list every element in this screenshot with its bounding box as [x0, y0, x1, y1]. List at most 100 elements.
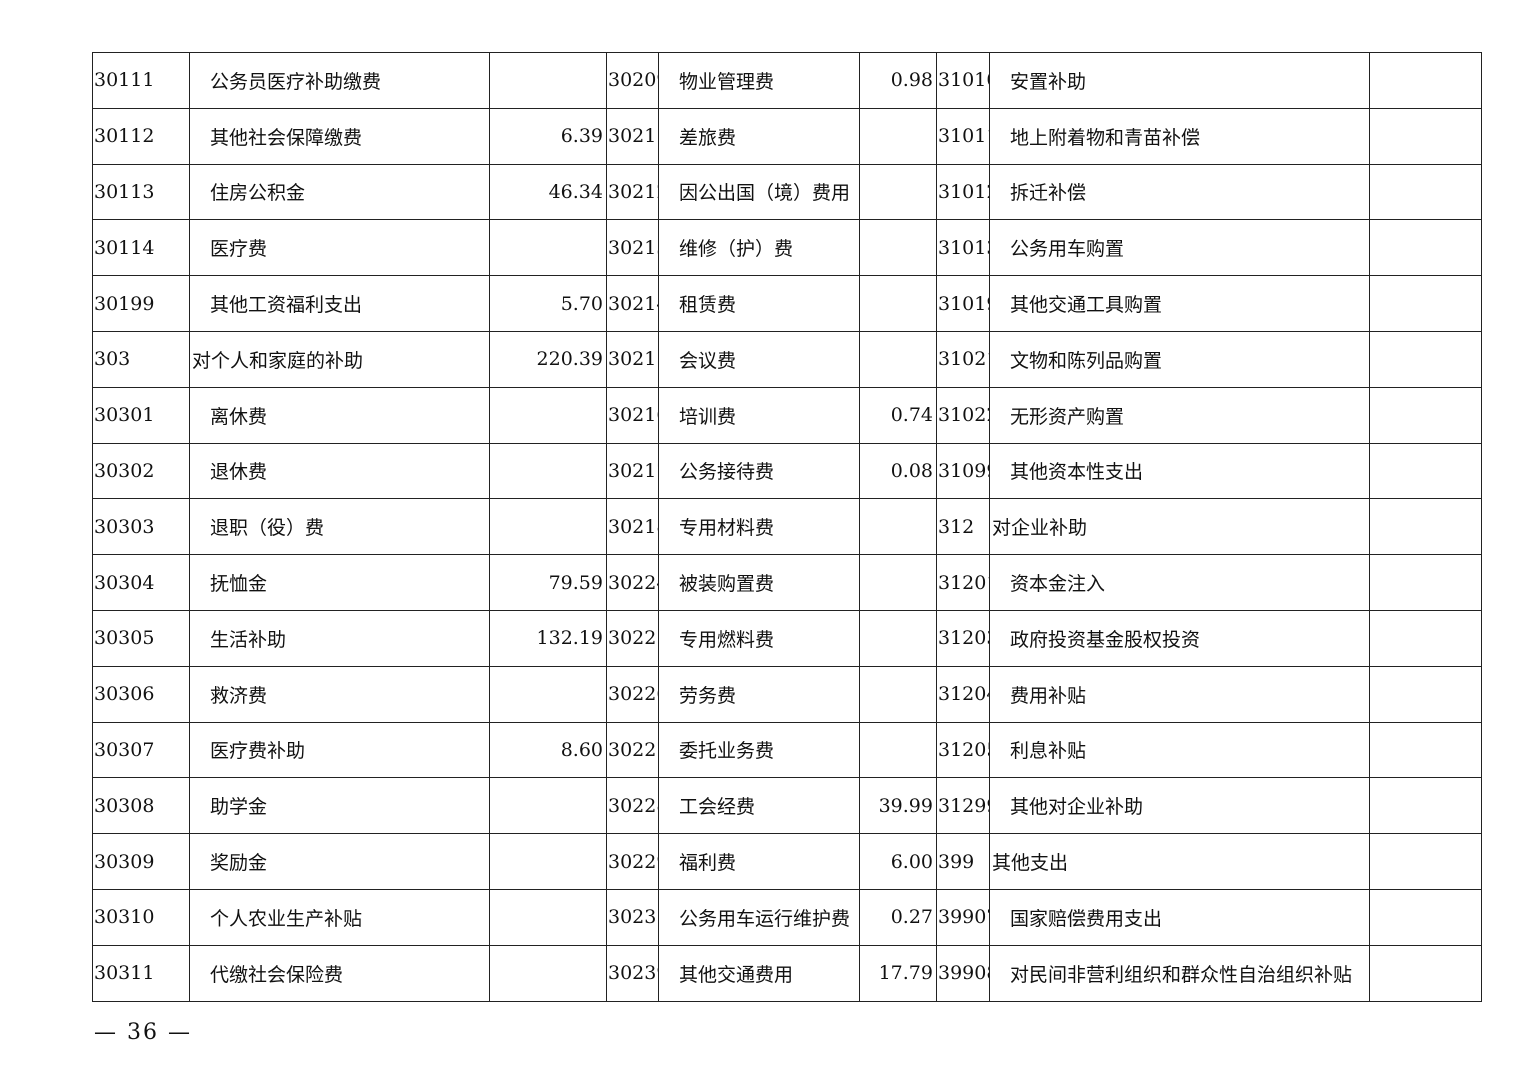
cell-code: 30216	[606, 386, 659, 444]
cell-num	[489, 777, 607, 835]
cell-code: 39908	[936, 944, 990, 1002]
cell-name: 被装购置费	[658, 554, 860, 611]
cell-code: 303	[92, 330, 190, 388]
cell-name: 公务用车运行维护费	[658, 888, 860, 946]
cell-name: 利息补贴	[989, 721, 1370, 779]
cell-num	[489, 665, 607, 723]
table-body: 30111公务员医疗补助缴费30209物业管理费0.9831010安置补助301…	[92, 52, 1482, 1002]
cell-name: 对民间非营利组织和群众性自治组织补贴	[989, 944, 1370, 1002]
cell-num	[1369, 665, 1482, 723]
cell-name: 住房公积金	[189, 163, 490, 221]
cell-code: 30311	[92, 944, 190, 1002]
cell-code: 30308	[92, 777, 190, 835]
cell-code: 30209	[606, 52, 659, 109]
cell-code: 30224	[606, 554, 659, 611]
cell-name: 会议费	[658, 330, 860, 388]
cell-num	[859, 721, 937, 779]
cell-name: 其他社会保障缴费	[189, 107, 490, 165]
cell-name: 安置补助	[989, 52, 1370, 109]
cell-code: 399	[936, 833, 990, 890]
cell-name: 医疗费补助	[189, 721, 490, 779]
cell-code: 30218	[606, 498, 659, 556]
cell-code: 30309	[92, 833, 190, 890]
cell-num	[489, 442, 607, 500]
cell-num	[1369, 275, 1482, 332]
cell-num: 0.27	[859, 888, 937, 946]
cell-num	[1369, 888, 1482, 946]
cell-name: 对个人和家庭的补助	[189, 330, 490, 388]
cell-code: 30227	[606, 721, 659, 779]
cell-num: 17.79	[859, 944, 937, 1002]
cell-num: 132.19	[489, 609, 607, 667]
cell-num	[1369, 777, 1482, 835]
cell-num	[1369, 944, 1482, 1002]
cell-name: 国家赔偿费用支出	[989, 888, 1370, 946]
cell-name: 委托业务费	[658, 721, 860, 779]
cell-name: 救济费	[189, 665, 490, 723]
cell-num: 220.39	[489, 330, 607, 388]
cell-num: 6.00	[859, 833, 937, 890]
cell-num	[1369, 609, 1482, 667]
cell-name: 代缴社会保险费	[189, 944, 490, 1002]
cell-code: 30307	[92, 721, 190, 779]
cell-code: 30229	[606, 833, 659, 890]
cell-name: 抚恤金	[189, 554, 490, 611]
cell-num	[1369, 833, 1482, 890]
cell-num: 39.99	[859, 777, 937, 835]
cell-name: 奖励金	[189, 833, 490, 890]
cell-name: 劳务费	[658, 665, 860, 723]
cell-num: 5.70	[489, 275, 607, 332]
cell-num	[859, 498, 937, 556]
cell-name: 其他支出	[989, 833, 1370, 890]
cell-name: 公务用车购置	[989, 219, 1370, 277]
cell-name: 公务接待费	[658, 442, 860, 500]
cell-code: 30215	[606, 330, 659, 388]
cell-code: 30114	[92, 219, 190, 277]
cell-num	[859, 219, 937, 277]
page-number: — 36 —	[94, 1020, 192, 1045]
cell-code: 30304	[92, 554, 190, 611]
cell-name: 个人农业生产补贴	[189, 888, 490, 946]
cell-num	[489, 386, 607, 444]
cell-code: 31022	[936, 386, 990, 444]
cell-name: 政府投资基金股权投资	[989, 609, 1370, 667]
expenditure-table: 30111公务员医疗补助缴费30209物业管理费0.9831010安置补助301…	[92, 52, 1482, 1002]
cell-name: 离休费	[189, 386, 490, 444]
cell-code: 30228	[606, 777, 659, 835]
cell-code: 31021	[936, 330, 990, 388]
cell-code: 31012	[936, 163, 990, 221]
cell-code: 30226	[606, 665, 659, 723]
cell-name: 培训费	[658, 386, 860, 444]
cell-code: 31201	[936, 554, 990, 611]
cell-num: 79.59	[489, 554, 607, 611]
cell-num: 8.60	[489, 721, 607, 779]
cell-name: 维修（护）费	[658, 219, 860, 277]
cell-name: 租赁费	[658, 275, 860, 332]
cell-name: 因公出国（境）费用	[658, 163, 860, 221]
cell-code: 30310	[92, 888, 190, 946]
cell-name: 对企业补助	[989, 498, 1370, 556]
cell-num: 6.39	[489, 107, 607, 165]
cell-name: 差旅费	[658, 107, 860, 165]
cell-num	[1369, 498, 1482, 556]
cell-name: 资本金注入	[989, 554, 1370, 611]
cell-num	[1369, 163, 1482, 221]
cell-name: 无形资产购置	[989, 386, 1370, 444]
cell-name: 其他工资福利支出	[189, 275, 490, 332]
cell-code: 31203	[936, 609, 990, 667]
cell-num	[489, 498, 607, 556]
cell-num	[859, 330, 937, 388]
cell-code: 31011	[936, 107, 990, 165]
cell-num	[859, 609, 937, 667]
cell-code: 30305	[92, 609, 190, 667]
